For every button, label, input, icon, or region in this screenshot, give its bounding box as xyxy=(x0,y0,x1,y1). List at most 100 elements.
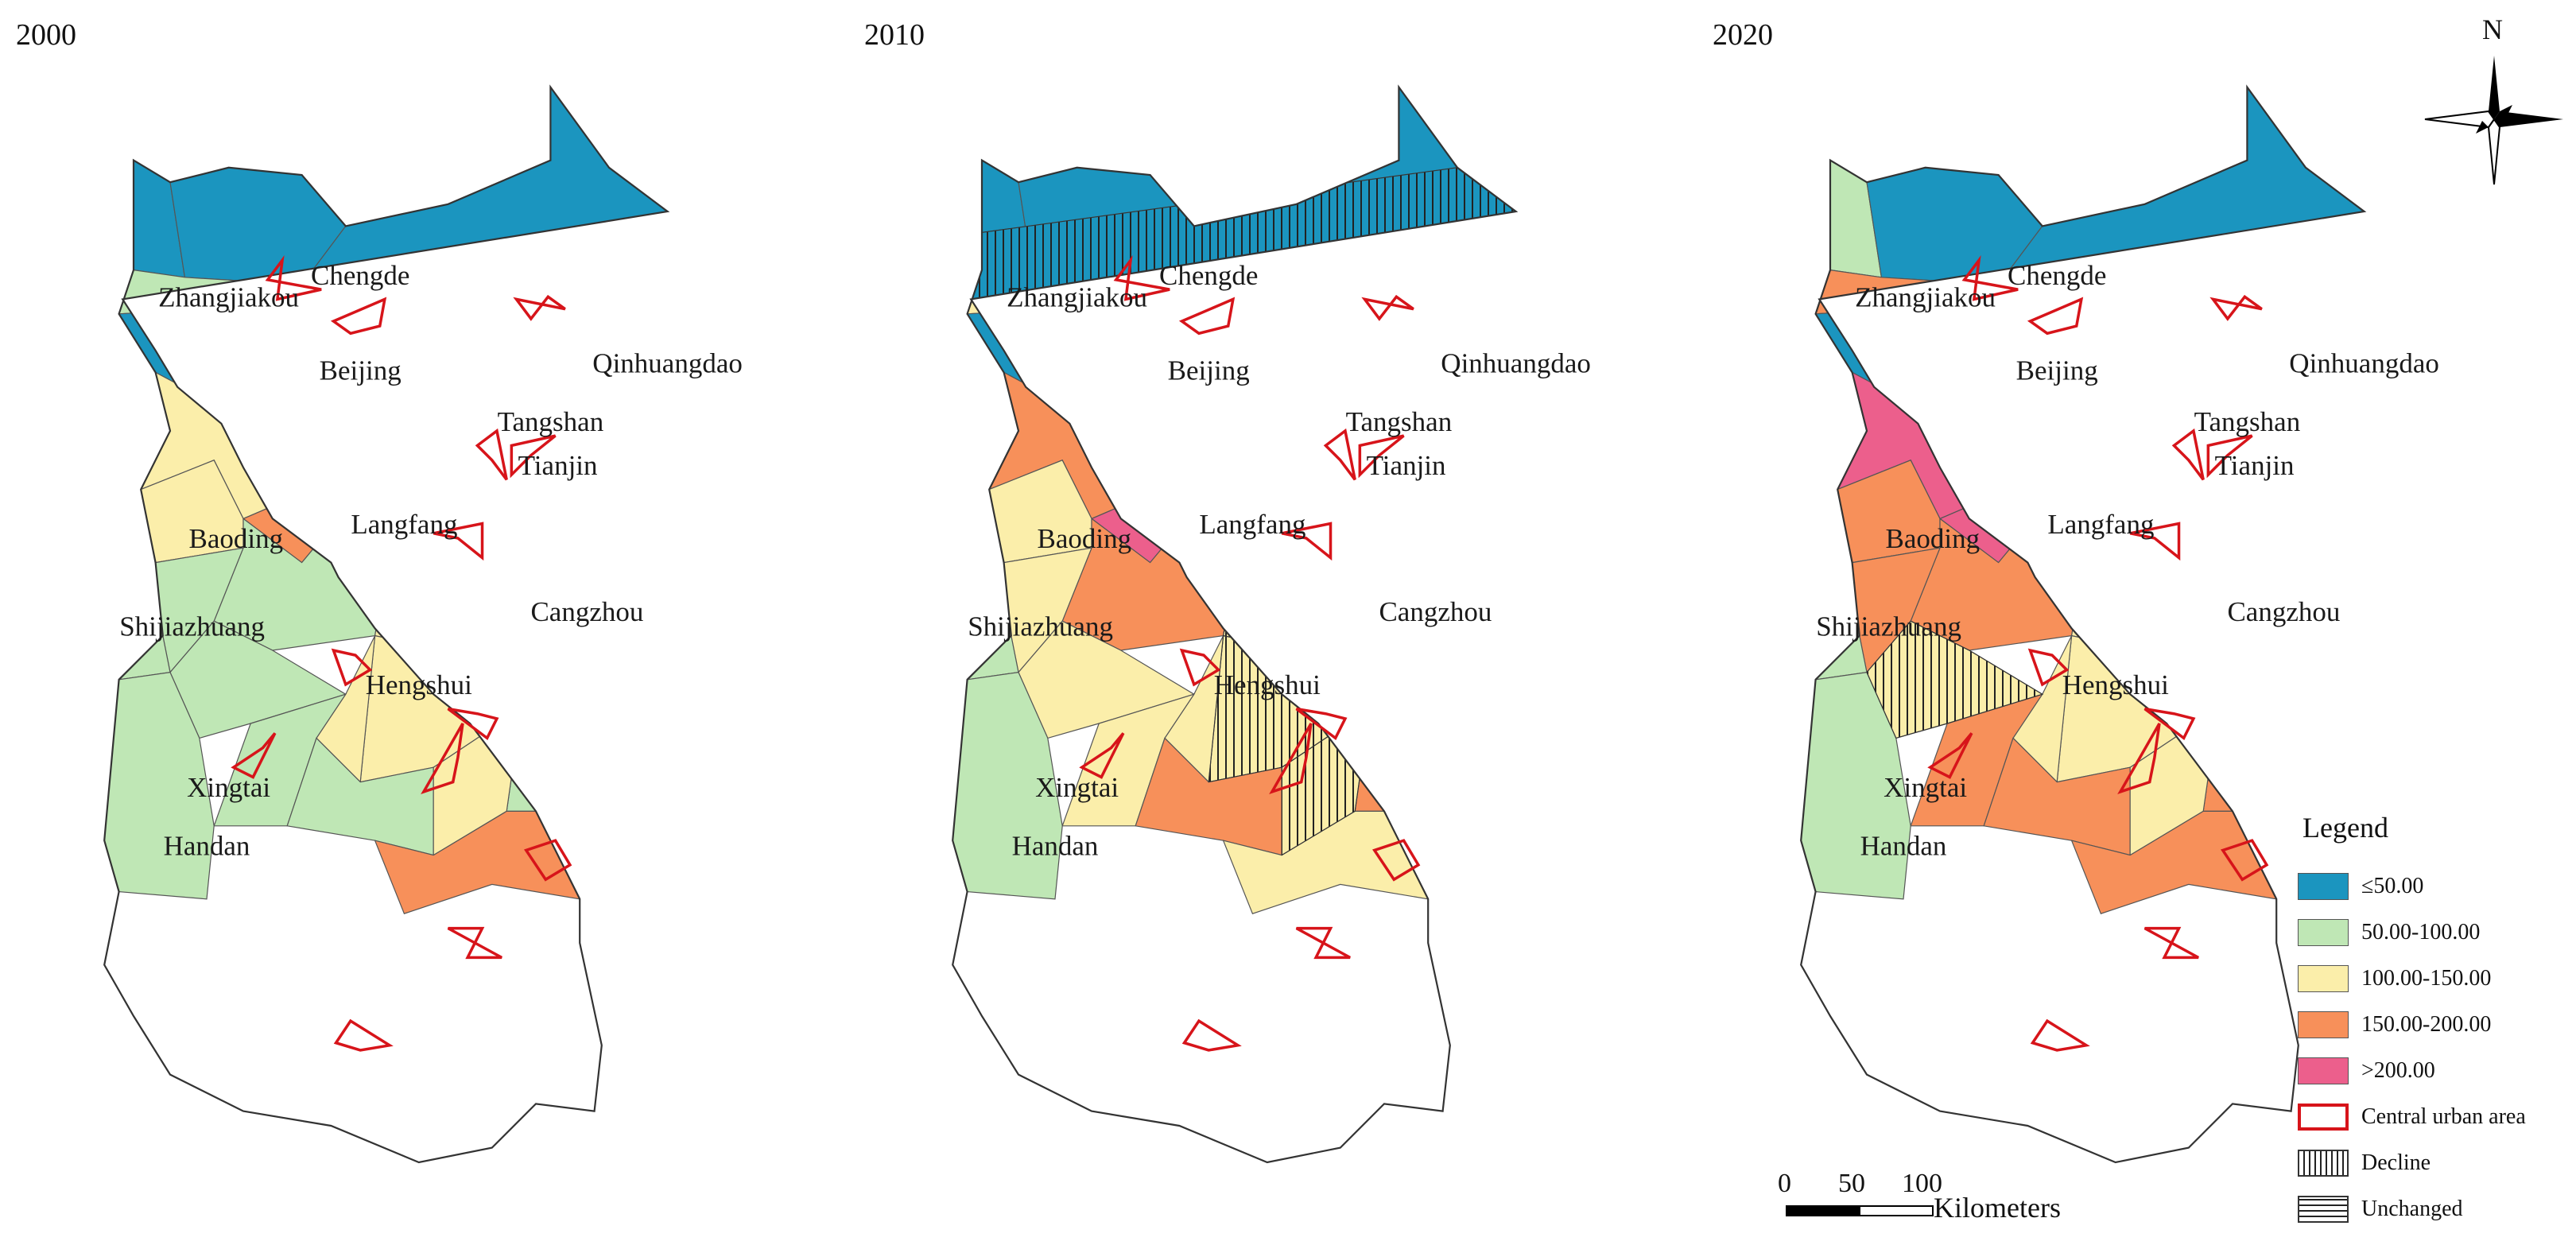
county-region xyxy=(242,343,332,432)
map-canvas-2000: Chengde Zhangjiakou Qinhuangdao Beijing Tang… xyxy=(103,84,743,1164)
panel-year-label: 2020 xyxy=(1713,18,1773,52)
legend-label: ≤50.00 xyxy=(2361,874,2424,898)
central-urban-area-outline xyxy=(2221,839,2269,882)
central-urban-area-outline xyxy=(2209,294,2263,321)
legend-label: 50.00-100.00 xyxy=(2361,920,2481,945)
scale-bar-black-segment xyxy=(1786,1205,1860,1216)
city-label: Qinhuangdao xyxy=(1441,347,1591,378)
city-label: Hengshui xyxy=(366,669,472,700)
scale-bar-white-segment xyxy=(1859,1205,1934,1216)
county-region xyxy=(1003,298,1516,468)
city-label: Handan xyxy=(1012,831,1099,862)
central-urban-area-outline xyxy=(1269,723,1313,794)
city-label: Beijing xyxy=(1168,355,1250,386)
city-label: Zhangjiakou xyxy=(158,282,299,313)
map-panel-2000: 2000 Chengde Zhangjiakou Qinhuangdao Beijing… xyxy=(0,0,859,1249)
city-label: Langfang xyxy=(1199,509,1305,540)
north-arrow: N xyxy=(2417,8,2568,191)
legend-item: 100.00-150.00 xyxy=(2298,956,2568,1002)
county-region xyxy=(2202,693,2292,813)
scale-tick-50: 50 xyxy=(1838,1169,1865,1198)
central-urban-area-outline xyxy=(2171,428,2205,481)
central-urban-area-outline xyxy=(2027,648,2070,687)
central-urban-area-outline xyxy=(447,926,502,960)
city-label: Xingtai xyxy=(1035,772,1119,803)
central-urban-area-outline xyxy=(2129,522,2181,561)
central-urban-area-outline xyxy=(1927,732,1973,779)
legend-item: ≤50.00 xyxy=(2298,863,2568,910)
city-label: Langfang xyxy=(351,509,457,540)
central-urban-area-outline xyxy=(2206,434,2253,479)
county-region xyxy=(2070,546,2146,651)
map-panel-2010: 2010 Chengde Zhangjiakou Qinhuangdao Beijing… xyxy=(848,0,1707,1249)
city-label: Handan xyxy=(164,831,250,862)
legend-item: 150.00-200.00 xyxy=(2298,1002,2568,1048)
central-urban-area-outline xyxy=(1295,926,1351,960)
city-label: Handan xyxy=(1860,831,1947,862)
panel-year-label: 2010 xyxy=(864,18,925,52)
city-label: Xingtai xyxy=(1884,772,1967,803)
legend-label: >200.00 xyxy=(2361,1058,2435,1083)
central-urban-area-outline xyxy=(1181,1018,1242,1052)
county-region xyxy=(293,430,435,498)
county-region xyxy=(1222,546,1298,651)
city-label: Shijiazhuang xyxy=(119,611,265,642)
panel-year-label: 2000 xyxy=(16,18,76,52)
county-region xyxy=(1851,298,2365,468)
legend-label: 150.00-200.00 xyxy=(2361,1012,2492,1037)
central-urban-area-outline xyxy=(333,1018,394,1052)
city-label: Cangzhou xyxy=(2227,596,2340,627)
central-urban-area-outline xyxy=(2027,297,2084,336)
legend-item: Central urban area xyxy=(2298,1094,2568,1140)
city-label: Langfang xyxy=(2047,509,2154,540)
city-label: Chengde xyxy=(1159,260,1258,291)
decline-hatch-region xyxy=(1866,620,2044,739)
city-label: Tianjin xyxy=(518,450,598,481)
central-urban-area-outline xyxy=(1323,428,1356,481)
city-label: Baoding xyxy=(188,523,283,554)
county-region xyxy=(1354,693,1444,813)
legend-swatch xyxy=(2298,1057,2349,1084)
central-urban-area-outline xyxy=(524,839,572,882)
scale-tick-0: 0 xyxy=(1778,1169,1791,1198)
city-label: Baoding xyxy=(1037,523,1131,554)
legend-swatch xyxy=(2298,965,2349,992)
map-canvas-2020: Chengde Zhangjiakou Qinhuangdao Beijing Tang… xyxy=(1800,84,2439,1164)
city-label: Shijiazhuang xyxy=(968,611,1113,642)
central-urban-area-outline xyxy=(1079,732,1125,779)
county-region xyxy=(1091,343,1180,432)
compass-rose-icon xyxy=(2424,56,2563,185)
city-label: Zhangjiakou xyxy=(1007,282,1147,313)
legend-title: Legend xyxy=(2302,812,2388,844)
province-outline xyxy=(1800,84,2367,1164)
map-canvas-2010: Chengde Zhangjiakou Qinhuangdao Beijing Tang… xyxy=(952,84,1591,1164)
decline-hatch-region xyxy=(1223,546,1298,651)
city-label: Cangzhou xyxy=(530,596,643,627)
scale-bar: 0 50 100 Kilometers xyxy=(1775,1169,2109,1240)
central-urban-area-outline xyxy=(513,294,566,321)
county-region xyxy=(2173,459,2233,608)
central-urban-area-outline xyxy=(2143,707,2196,741)
central-urban-area-outline xyxy=(475,428,508,481)
central-urban-area-outline xyxy=(2117,723,2161,794)
county-region xyxy=(1325,459,1385,608)
legend-label: Central urban area xyxy=(2361,1104,2526,1129)
central-urban-area-outline xyxy=(510,434,557,479)
unchanged-hatch-region xyxy=(1961,430,2058,498)
map-legend: Legend ≤50.00 50.00-100.00 100.00-150.00 15… xyxy=(2298,811,2568,1240)
city-label: Shijiazhuang xyxy=(1816,611,1961,642)
legend-label: 100.00-150.00 xyxy=(2361,966,2492,991)
county-region xyxy=(1142,430,1283,498)
central-urban-area-outline xyxy=(1281,522,1333,561)
county-region xyxy=(506,693,596,813)
county-region xyxy=(154,298,668,468)
central-urban-area-outline xyxy=(1372,839,1421,882)
city-label: Qinhuangdao xyxy=(592,347,743,378)
central-urban-area-outline xyxy=(1358,434,1405,479)
central-urban-area-outline xyxy=(447,707,499,741)
city-label: Hengshui xyxy=(1214,669,1321,700)
legend-item: Unchanged xyxy=(2298,1186,2568,1232)
central-urban-area-outline xyxy=(2143,926,2199,960)
city-label: Qinhuangdao xyxy=(2289,347,2439,378)
north-label: N xyxy=(2482,14,2503,45)
